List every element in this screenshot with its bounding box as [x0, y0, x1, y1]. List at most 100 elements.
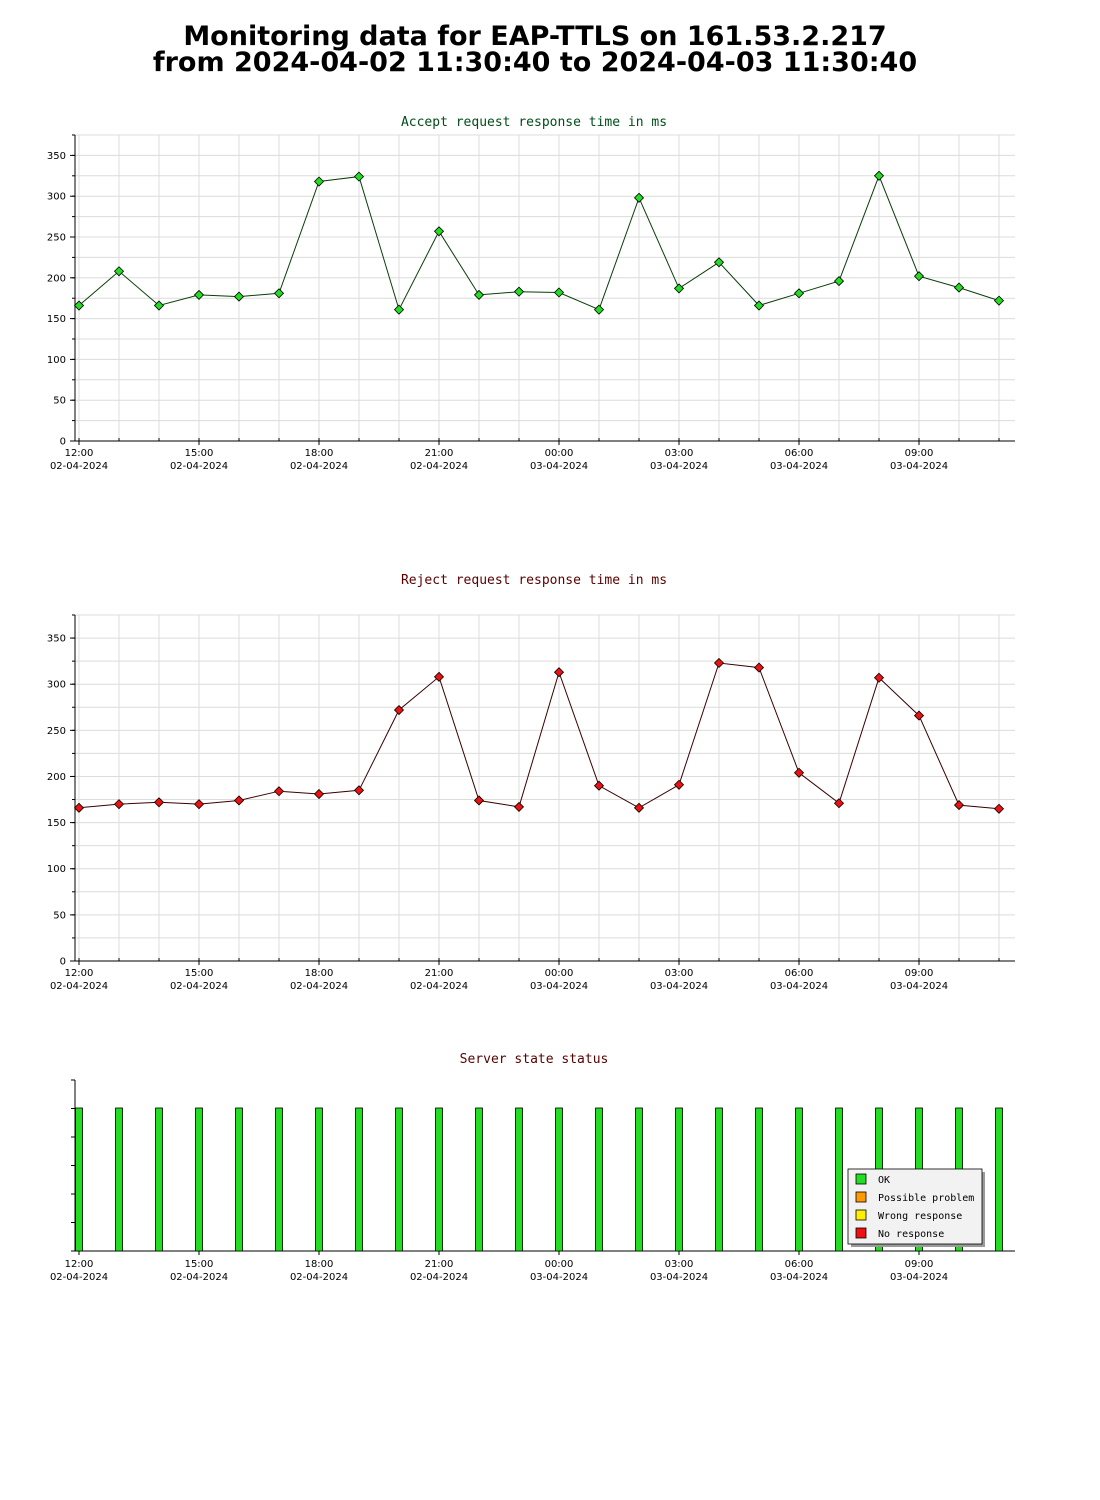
- data-point: [193, 799, 205, 810]
- page-title-line-1: Monitoring data for EAP-TTLS on 161.53.2…: [183, 21, 887, 52]
- status-bar: [675, 1107, 683, 1252]
- x-tick-date: 02-04-2024: [410, 1272, 468, 1283]
- status-bar: [755, 1107, 763, 1252]
- x-tick-time: 09:00: [905, 1259, 934, 1270]
- x-tick-time: 00:00: [545, 448, 574, 459]
- status-chart-title: Server state status: [460, 1052, 609, 1067]
- x-tick-time: 12:00: [65, 448, 94, 459]
- y-tick-label: 300: [47, 680, 66, 691]
- x-tick-date: 02-04-2024: [170, 461, 228, 472]
- status-bar: [395, 1107, 403, 1252]
- y-tick-label: 0: [60, 437, 66, 448]
- x-tick-time: 18:00: [305, 1259, 334, 1270]
- y-tick-label: 200: [47, 273, 66, 284]
- data-point: [673, 283, 685, 294]
- x-tick-time: 21:00: [425, 1259, 454, 1270]
- status-bar: [835, 1107, 843, 1252]
- x-tick-date: 02-04-2024: [170, 981, 228, 992]
- status-bar: [795, 1107, 803, 1252]
- y-tick-label: 150: [47, 818, 66, 829]
- x-tick-time: 09:00: [905, 968, 934, 979]
- data-point: [313, 176, 325, 187]
- data-point: [713, 657, 725, 669]
- status-bar: [715, 1107, 723, 1252]
- x-tick-date: 03-04-2024: [530, 981, 588, 992]
- y-tick-label: 300: [47, 192, 66, 203]
- legend-swatch-no-response: [855, 1227, 867, 1239]
- status-bar: [595, 1107, 603, 1252]
- data-point: [833, 275, 845, 287]
- x-tick-time: 21:00: [425, 448, 454, 459]
- data-point: [113, 799, 125, 810]
- status-bar: [235, 1107, 243, 1252]
- legend-label: No response: [878, 1229, 944, 1240]
- legend-swatch-possible-problem: [855, 1191, 867, 1203]
- data-point: [993, 803, 1005, 814]
- x-tick-date: 03-04-2024: [530, 1272, 588, 1283]
- y-tick-label: 50: [53, 396, 66, 407]
- y-tick-label: 250: [47, 233, 66, 244]
- page-title: Monitoring data for EAP-TTLS on 161.53.2…: [0, 21, 1070, 78]
- page-title-line-2: from 2024-04-02 11:30:40 to 2024-04-03 1…: [152, 47, 918, 78]
- x-tick-time: 03:00: [665, 448, 694, 459]
- x-tick-date: 02-04-2024: [50, 461, 108, 472]
- data-point: [193, 289, 205, 301]
- data-point: [433, 226, 445, 237]
- data-point: [73, 300, 85, 311]
- data-point: [833, 798, 845, 809]
- data-point: [153, 797, 165, 808]
- legend-label: Possible problem: [878, 1193, 974, 1204]
- accept-chart: 12:00 02-04-2024 15:00 02-04-2024 18:00 02-04…: [47, 134, 1015, 472]
- y-tick-label: 250: [47, 726, 66, 737]
- data-point: [353, 785, 365, 796]
- x-tick-date: 03-04-2024: [890, 461, 948, 472]
- x-tick-time: 12:00: [65, 1259, 94, 1270]
- status-bar: [275, 1107, 283, 1252]
- status-bar: [515, 1107, 523, 1252]
- data-point: [513, 286, 525, 297]
- data-point: [593, 780, 605, 791]
- legend-swatch-ok: [855, 1173, 867, 1185]
- x-tick-date: 02-04-2024: [410, 461, 468, 472]
- data-point: [713, 257, 725, 268]
- x-tick-time: 12:00: [65, 968, 94, 979]
- data-point: [953, 800, 965, 811]
- data-point: [73, 802, 85, 813]
- x-tick-time: 06:00: [785, 968, 814, 979]
- status-bar: [155, 1107, 163, 1252]
- data-point: [673, 779, 685, 790]
- x-tick-time: 15:00: [185, 968, 214, 979]
- y-tick-label: 100: [47, 355, 66, 366]
- status-bar: [555, 1107, 563, 1252]
- data-point: [273, 786, 285, 797]
- x-tick-date: 03-04-2024: [650, 981, 708, 992]
- data-point: [913, 710, 925, 721]
- x-tick-date: 03-04-2024: [530, 461, 588, 472]
- data-point: [593, 304, 605, 315]
- x-tick-date: 02-04-2024: [410, 981, 468, 992]
- data-point: [513, 801, 525, 812]
- status-bar: [435, 1107, 443, 1252]
- data-point: [953, 282, 965, 293]
- x-tick-date: 02-04-2024: [50, 981, 108, 992]
- status-bar: [475, 1107, 483, 1252]
- data-point: [313, 788, 325, 800]
- data-point: [353, 171, 365, 182]
- data-point: [473, 795, 485, 806]
- x-tick-date: 02-04-2024: [170, 1272, 228, 1283]
- data-point: [433, 671, 445, 682]
- data-point: [793, 288, 805, 299]
- data-point: [913, 271, 925, 282]
- data-point: [633, 192, 645, 203]
- x-tick-date: 03-04-2024: [650, 1272, 708, 1283]
- data-point: [393, 304, 405, 315]
- status-bar: [75, 1107, 83, 1252]
- y-tick-label: 350: [47, 151, 66, 162]
- series-line: [78, 662, 1000, 810]
- data-point: [233, 795, 245, 806]
- x-tick-time: 18:00: [305, 448, 334, 459]
- data-point: [273, 288, 285, 299]
- reject-chart-title: Reject request response time in ms: [401, 573, 667, 588]
- x-tick-time: 03:00: [665, 1259, 694, 1270]
